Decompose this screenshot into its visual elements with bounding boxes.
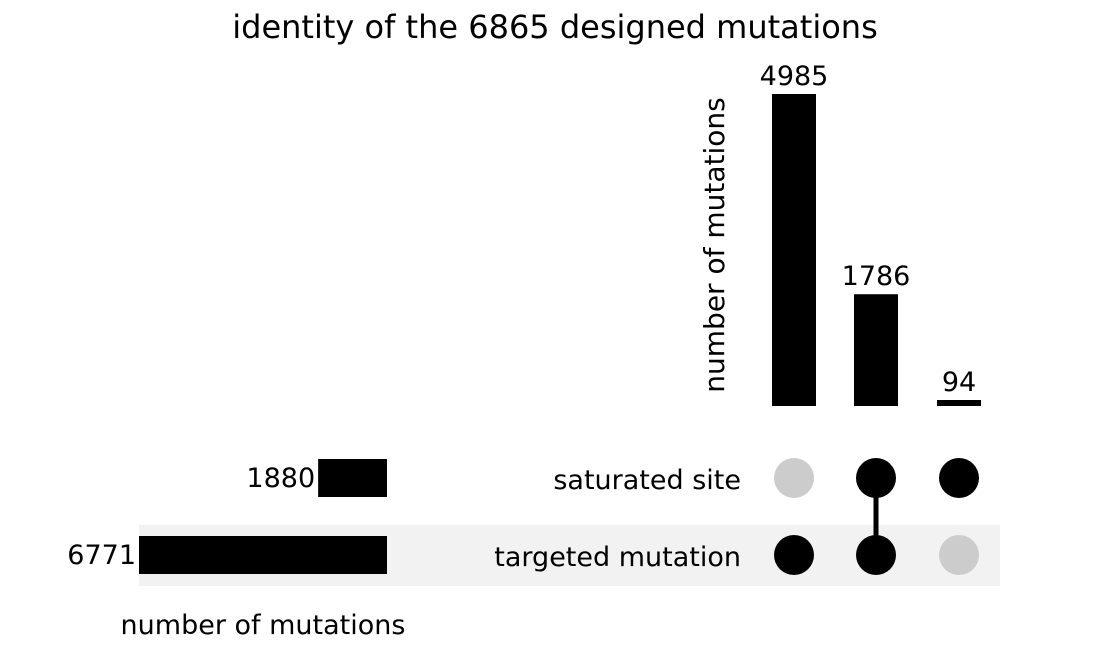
matrix-dot-targeted-mutation-active	[856, 535, 896, 575]
intersection-bar-saturated-site-and-targeted-mutation	[854, 294, 898, 406]
set-size-bar-targeted-mutation	[139, 536, 387, 574]
intersection-bar-saturated-site	[937, 400, 981, 406]
matrix-dot-targeted-mutation-active	[774, 535, 814, 575]
set-size-value-targeted-mutation: 6771	[67, 540, 136, 571]
matrix-dot-saturated-site-active	[939, 458, 979, 498]
intersection-bar-targeted-mutation	[772, 94, 816, 406]
set-size-x-axis-label: number of mutations	[121, 610, 406, 641]
intersection-bars	[772, 94, 981, 406]
matrix-dot-targeted-mutation-inactive	[939, 535, 979, 575]
matrix-dots	[774, 458, 979, 575]
chart-title: identity of the 6865 designed mutations	[232, 8, 877, 46]
intersection-value-saturated-site: 94	[942, 367, 976, 398]
intersection-y-axis-label: number of mutations	[698, 97, 731, 392]
set-size-bar-saturated-site	[318, 459, 387, 497]
set-size-value-saturated-site: 1880	[246, 463, 315, 494]
matrix-dot-saturated-site-inactive	[774, 458, 814, 498]
matrix-dot-saturated-site-active	[856, 458, 896, 498]
intersection-value-targeted-mutation: 4985	[760, 61, 829, 92]
set-size-bars	[139, 459, 387, 574]
set-name-labels: saturated site targeted mutation	[494, 465, 741, 573]
set-label-targeted-mutation: targeted mutation	[494, 542, 741, 573]
set-size-value-labels: 1880 6771	[67, 463, 315, 571]
intersection-value-saturated-site-and-targeted-mutation: 1786	[842, 261, 911, 292]
intersection-value-labels: 4985 1786 94	[760, 61, 977, 398]
set-label-saturated-site: saturated site	[553, 465, 741, 496]
